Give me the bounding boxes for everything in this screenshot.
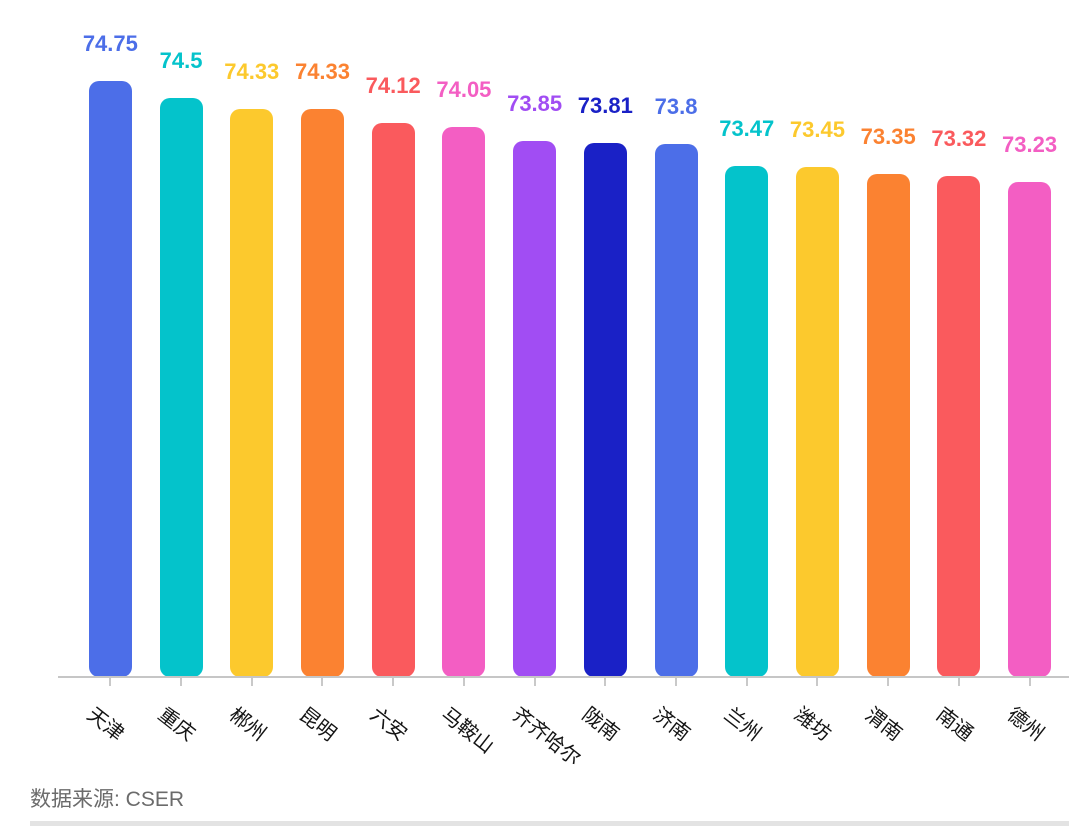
bar-value-label: 74.05 bbox=[436, 77, 492, 103]
bar[interactable] bbox=[88, 80, 132, 677]
bar[interactable] bbox=[300, 108, 344, 677]
footer-divider bbox=[30, 821, 1069, 826]
bar[interactable] bbox=[513, 140, 557, 677]
bar[interactable] bbox=[937, 175, 981, 677]
x-axis-category-label: 昆明 bbox=[295, 703, 341, 746]
x-axis-tick bbox=[816, 678, 819, 686]
bar[interactable] bbox=[866, 173, 910, 677]
bar-value-label: 73.85 bbox=[507, 90, 563, 116]
x-axis-tick bbox=[462, 678, 465, 686]
x-axis-category-label: 陇南 bbox=[578, 703, 624, 746]
data-source-label: 数据来源: CSER bbox=[30, 788, 185, 811]
x-axis-tick bbox=[675, 678, 678, 686]
bar-value-label: 74.75 bbox=[82, 30, 138, 56]
x-axis-category-label: 重庆 bbox=[153, 703, 199, 746]
bar[interactable] bbox=[371, 122, 415, 677]
bar-value-label: 73.47 bbox=[719, 115, 775, 141]
bar[interactable] bbox=[583, 143, 627, 677]
x-axis-tick bbox=[180, 678, 183, 686]
bar[interactable] bbox=[230, 108, 274, 677]
x-axis-category-label: 潍坊 bbox=[790, 703, 836, 746]
bar-value-label: 73.32 bbox=[931, 125, 987, 151]
bar-value-label: 73.8 bbox=[654, 93, 698, 119]
bar[interactable] bbox=[725, 165, 769, 677]
x-axis-category-label: 天津 bbox=[83, 703, 129, 746]
bar-value-label: 74.12 bbox=[365, 72, 421, 98]
bar[interactable] bbox=[654, 143, 698, 677]
bar[interactable] bbox=[1008, 181, 1052, 677]
x-axis-category-label: 济南 bbox=[648, 703, 694, 746]
x-axis-tick bbox=[321, 678, 324, 686]
x-axis-tick bbox=[604, 678, 607, 686]
x-axis-tick bbox=[392, 678, 395, 686]
x-axis-tick bbox=[957, 678, 960, 686]
x-axis-category-label: 南通 bbox=[931, 703, 977, 746]
x-axis-tick bbox=[109, 678, 112, 686]
x-axis-category-label: 马鞍山 bbox=[436, 703, 498, 759]
x-axis-category-label: 兰州 bbox=[719, 703, 765, 746]
x-axis-tick bbox=[745, 678, 748, 686]
x-axis-tick bbox=[1028, 678, 1031, 686]
bar-value-label: 74.33 bbox=[294, 58, 351, 84]
x-axis-category-label: 渭南 bbox=[860, 703, 906, 746]
bar-value-label: 73.35 bbox=[860, 123, 916, 149]
x-axis-tick bbox=[250, 678, 253, 686]
bar[interactable] bbox=[795, 167, 839, 677]
bar-value-label: 73.23 bbox=[1002, 131, 1058, 157]
x-axis-category-label: 六安 bbox=[365, 703, 412, 746]
x-axis-tick bbox=[533, 678, 536, 686]
x-axis-tick bbox=[887, 678, 890, 686]
bar-value-label: 74.5 bbox=[159, 47, 203, 73]
bar-value-label: 74.33 bbox=[224, 58, 280, 84]
bar[interactable] bbox=[442, 127, 486, 677]
bar-value-label: 73.45 bbox=[789, 117, 845, 143]
x-axis-category-label: 德州 bbox=[1002, 703, 1048, 746]
bar-value-label: 73.81 bbox=[577, 93, 633, 119]
bar[interactable] bbox=[159, 97, 203, 677]
x-axis-line bbox=[58, 676, 1069, 678]
x-axis-category-label: 齐齐哈尔 bbox=[507, 703, 584, 771]
x-axis-category-label: 郴州 bbox=[224, 703, 270, 746]
